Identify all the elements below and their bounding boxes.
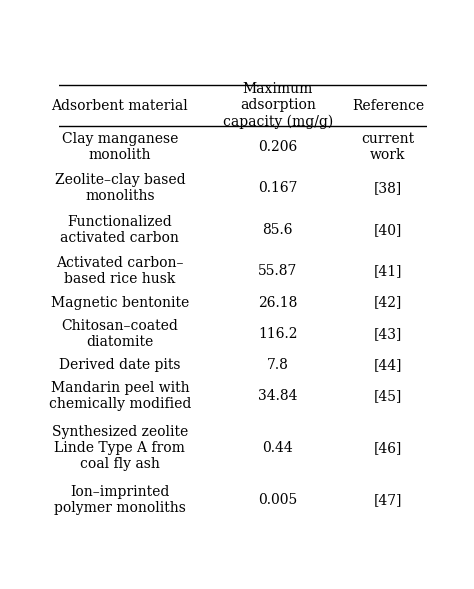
Text: 0.005: 0.005 <box>258 493 298 507</box>
Text: 26.18: 26.18 <box>258 296 298 310</box>
Text: Functionalized
activated carbon: Functionalized activated carbon <box>60 215 179 245</box>
Text: 7.8: 7.8 <box>267 358 289 372</box>
Text: Activated carbon–
based rice husk: Activated carbon– based rice husk <box>56 256 183 286</box>
Text: Synthesized zeolite
Linde Type A from
coal fly ash: Synthesized zeolite Linde Type A from co… <box>52 425 188 471</box>
Text: [47]: [47] <box>374 493 402 507</box>
Text: [43]: [43] <box>374 327 402 340</box>
Text: Mandarin peel with
chemically modified: Mandarin peel with chemically modified <box>49 381 191 411</box>
Text: Adsorbent material: Adsorbent material <box>52 98 188 112</box>
Text: [42]: [42] <box>374 296 402 310</box>
Text: current
work: current work <box>362 132 415 162</box>
Text: [38]: [38] <box>374 181 402 196</box>
Text: [41]: [41] <box>374 264 402 279</box>
Text: [44]: [44] <box>374 358 402 372</box>
Text: Ion–imprinted
polymer monoliths: Ion–imprinted polymer monoliths <box>54 485 186 515</box>
Text: Maximum
adsorption
capacity (mg/g): Maximum adsorption capacity (mg/g) <box>223 82 333 129</box>
Text: [45]: [45] <box>374 389 402 403</box>
Text: Reference: Reference <box>352 98 424 112</box>
Text: Zeolite–clay based
monoliths: Zeolite–clay based monoliths <box>55 173 185 203</box>
Text: [46]: [46] <box>374 441 402 455</box>
Text: 0.44: 0.44 <box>263 441 293 455</box>
Text: 116.2: 116.2 <box>258 327 298 340</box>
Text: Magnetic bentonite: Magnetic bentonite <box>51 296 189 310</box>
Text: 0.206: 0.206 <box>258 140 298 154</box>
Text: 85.6: 85.6 <box>263 223 293 237</box>
Text: 34.84: 34.84 <box>258 389 298 403</box>
Text: Chitosan–coated
diatomite: Chitosan–coated diatomite <box>62 319 178 349</box>
Text: [40]: [40] <box>374 223 402 237</box>
Text: Derived date pits: Derived date pits <box>59 358 181 372</box>
Text: 0.167: 0.167 <box>258 181 298 196</box>
Text: 55.87: 55.87 <box>258 264 298 279</box>
Text: Clay manganese
monolith: Clay manganese monolith <box>62 132 178 162</box>
